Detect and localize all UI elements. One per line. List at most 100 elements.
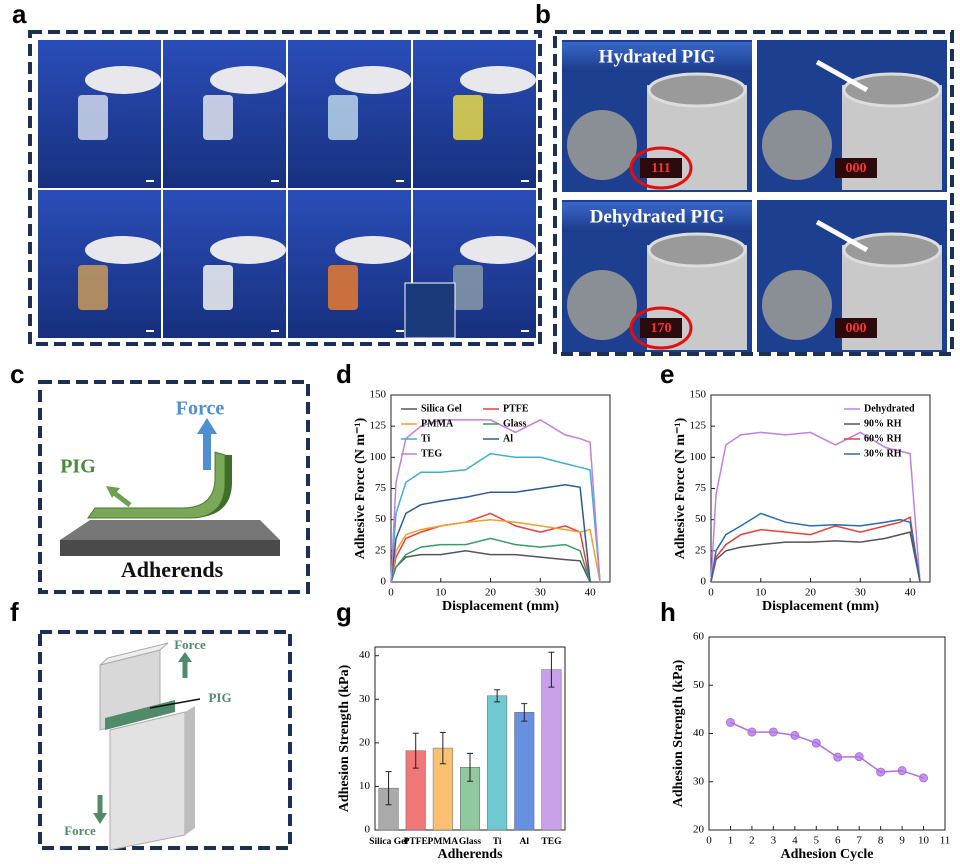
- x-axis-label: Adherends: [437, 847, 503, 862]
- bar: [487, 695, 508, 831]
- diagram-f: Force PIG Force: [64, 637, 232, 851]
- pig-edge: [190, 455, 232, 518]
- error-bar: [548, 651, 555, 688]
- error-bar: [439, 731, 446, 765]
- data-line: [390, 518, 601, 583]
- object: [328, 265, 358, 310]
- y-tick-label: 125: [370, 420, 387, 432]
- pig-arrow: [111, 490, 132, 507]
- data-line: [710, 431, 921, 583]
- y-tick-label: 25: [375, 544, 387, 556]
- x-tick-label: 11: [940, 835, 951, 847]
- y-tick-label: 0: [381, 576, 387, 588]
- dish: [842, 232, 942, 268]
- lower-plate: [109, 711, 186, 851]
- legend-label: Silica Gel: [421, 403, 462, 414]
- force-arrowhead: [197, 418, 217, 434]
- display-value: 111: [651, 161, 670, 176]
- legend-label: Al: [503, 433, 513, 444]
- x-tick-label: 20: [485, 587, 497, 599]
- x-tick-label: 10: [435, 587, 447, 599]
- display: [640, 158, 682, 178]
- photo: [38, 190, 161, 338]
- display-value: 000: [846, 321, 867, 336]
- label-band: [562, 42, 752, 72]
- dish: [842, 72, 942, 108]
- inset: [404, 282, 456, 339]
- pump: [762, 110, 832, 180]
- object: [203, 95, 233, 140]
- object: [78, 95, 108, 140]
- y-tick-label: 75: [375, 482, 387, 494]
- data-line: [710, 531, 921, 583]
- x-axis-label: Adhesion Cycle: [781, 847, 874, 862]
- adherends-label: Adherends: [121, 557, 224, 582]
- legend-label: 60% RH: [864, 433, 902, 444]
- y-tick-label: 30: [693, 775, 705, 787]
- object: [453, 95, 483, 140]
- highlight-ring: [629, 306, 693, 350]
- pump: [762, 270, 832, 340]
- glove: [460, 236, 536, 264]
- y-axis-label: Adhesion Strength (kPa): [337, 664, 352, 812]
- glove: [210, 236, 286, 264]
- data-line: [390, 512, 591, 583]
- data-point: [790, 730, 800, 740]
- panel-label: f: [10, 597, 19, 627]
- y-tick-label: 20: [359, 736, 371, 748]
- legend-label: PMMA: [421, 418, 454, 429]
- x-tick-label: Silica Gel: [369, 837, 408, 847]
- panel-label: c: [10, 359, 24, 389]
- x-tick-label: PTFE: [404, 837, 428, 847]
- glove: [85, 236, 161, 264]
- pig-layer: [105, 700, 175, 730]
- y-tick-label: 50: [695, 513, 707, 525]
- data-point: [833, 752, 843, 762]
- pump: [567, 110, 637, 180]
- plot-frame: [708, 636, 946, 831]
- photo: [288, 190, 411, 338]
- photo-panels: 111 000 170 000 Hydrated PIG Dehydrated PIG: [38, 40, 947, 352]
- legend-label: 30% RH: [864, 448, 902, 459]
- pig-arrowhead: [106, 486, 120, 498]
- x-tick-label: 9: [899, 835, 905, 847]
- legend-label: 90% RH: [864, 418, 902, 429]
- legend-label: Glass: [503, 418, 526, 429]
- scale-bar: [146, 180, 154, 182]
- x-axis-label: Displacement (mm): [442, 599, 559, 614]
- y-tick-label: 30: [359, 693, 371, 705]
- data-point: [747, 727, 757, 737]
- x-tick-label: 1: [728, 835, 734, 847]
- data-line: [710, 516, 921, 583]
- dish: [647, 72, 747, 108]
- scale-bar: [521, 330, 529, 332]
- x-tick-label: 7: [856, 835, 862, 847]
- y-tick-label: 0: [365, 824, 371, 836]
- force-top-label: Force: [174, 637, 206, 652]
- force-arrowhead-bottom: [93, 813, 107, 824]
- x-axis-label: Displacement (mm): [762, 599, 879, 614]
- legend-label: PTFE: [503, 403, 529, 414]
- x-tick-label: 4: [792, 835, 798, 847]
- scale-bar: [146, 330, 154, 332]
- y-tick-label: 20: [693, 824, 705, 836]
- display-value: 000: [846, 161, 867, 176]
- force-label: Force: [176, 398, 225, 420]
- photo-label: Dehydrated PIG: [590, 206, 725, 227]
- label-band: [562, 202, 752, 232]
- y-tick-label: 150: [690, 389, 707, 401]
- x-tick-label: 30: [535, 587, 547, 599]
- object: [203, 265, 233, 310]
- upper-plate-top: [99, 642, 169, 666]
- x-tick-label: 0: [388, 587, 394, 599]
- y-tick-label: 60: [693, 631, 705, 643]
- scale-bar: [396, 180, 404, 182]
- y-tick-label: 125: [690, 420, 707, 432]
- error-bar: [521, 703, 528, 722]
- glove: [335, 66, 411, 94]
- x-tick-label: 40: [905, 587, 917, 599]
- dish: [647, 232, 747, 268]
- error-bar: [494, 689, 501, 703]
- x-tick-label: Ti: [493, 837, 502, 847]
